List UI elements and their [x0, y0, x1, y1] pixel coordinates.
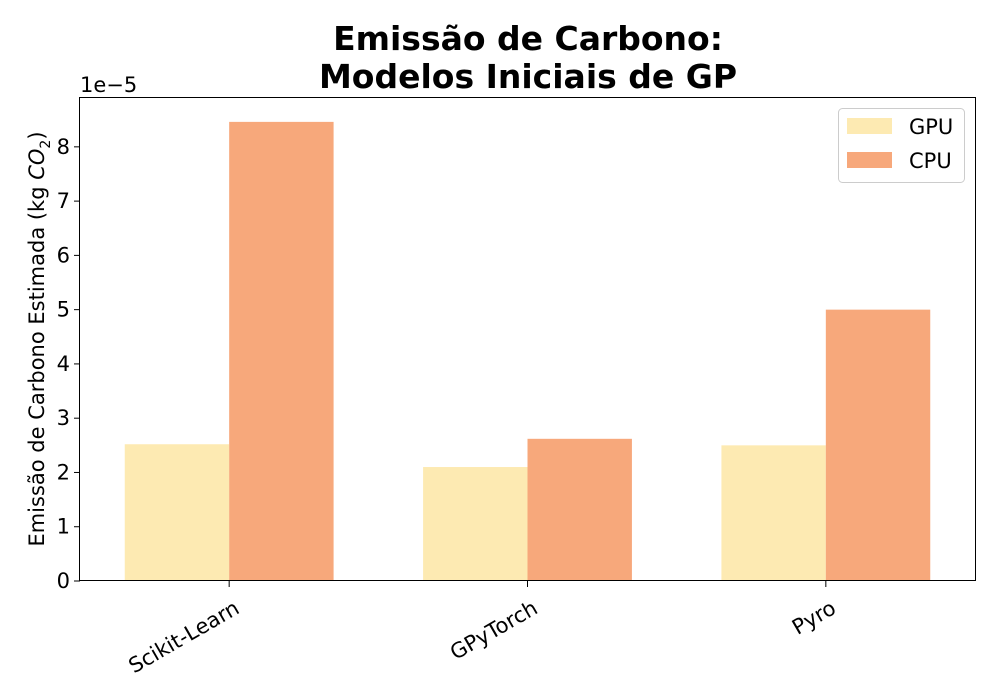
- y-tick-label: 4: [57, 352, 70, 376]
- x-tick-label: Pyro: [788, 596, 840, 640]
- bar-cpu-1: [528, 439, 632, 581]
- bar-cpu-0: [229, 122, 333, 581]
- y-axis-label: Emissão de Carbono Estimada (kg CO2): [25, 131, 54, 546]
- y-ticks-group: 0 1 2 3 4 5 6 7 8: [57, 135, 80, 593]
- bar-gpu-2: [721, 445, 825, 581]
- x-tick-label: Scikit-Learn: [125, 596, 244, 678]
- y-tick-label: 3: [57, 406, 70, 430]
- chart-title-line-1: Emissão de Carbono:: [333, 19, 723, 58]
- bar-gpu-1: [423, 467, 527, 581]
- x-tick-label: GPyTorch: [446, 596, 542, 665]
- chart-title-line-2: Modelos Iniciais de GP: [319, 57, 737, 96]
- bar-cpu-2: [826, 310, 930, 581]
- legend-swatch-cpu: [847, 152, 892, 168]
- legend-label-gpu: GPU: [909, 115, 953, 139]
- x-ticks-group: Scikit-Learn GPyTorch Pyro: [125, 581, 840, 678]
- y-offset-text: 1e−5: [80, 73, 137, 97]
- y-tick-label: 0: [57, 569, 70, 593]
- y-tick-label: 7: [57, 189, 70, 213]
- legend-label-cpu: CPU: [909, 149, 952, 173]
- legend: GPU CPU: [839, 109, 965, 183]
- y-tick-label: 6: [57, 243, 70, 267]
- bars-group: [125, 122, 931, 581]
- bar-gpu-0: [125, 444, 229, 581]
- legend-swatch-gpu: [847, 118, 892, 134]
- y-tick-label: 1: [57, 515, 70, 539]
- y-tick-label: 8: [57, 135, 70, 159]
- y-tick-label: 5: [57, 298, 70, 322]
- y-tick-label: 2: [57, 460, 70, 484]
